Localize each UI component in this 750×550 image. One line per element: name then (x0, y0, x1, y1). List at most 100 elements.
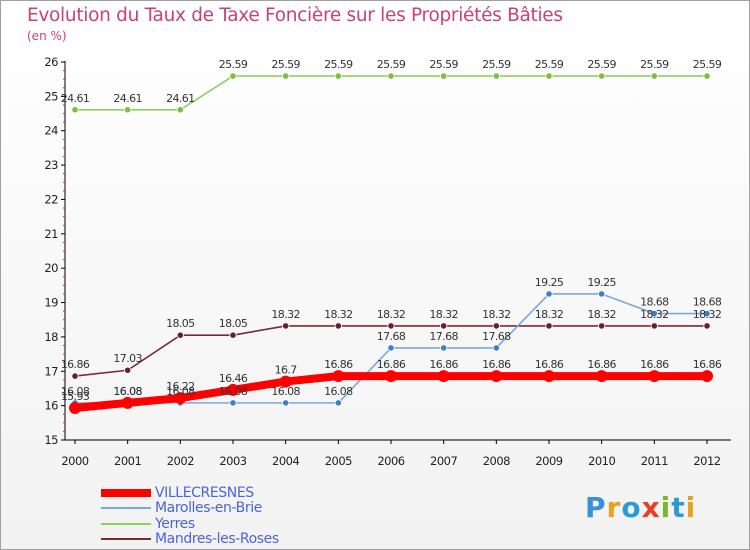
data-point (69, 402, 81, 415)
data-point (387, 344, 395, 352)
data-label: 25.59 (587, 58, 616, 71)
data-label: 18.05 (219, 317, 248, 330)
data-point (598, 72, 606, 80)
data-point (176, 331, 184, 339)
data-label: 25.59 (429, 58, 458, 71)
x-tick-label: 2005 (325, 454, 352, 468)
x-tick-label: 2010 (588, 454, 615, 468)
data-point (440, 72, 448, 80)
data-label: 18.05 (166, 317, 195, 330)
data-label: 24.61 (166, 92, 195, 105)
y-tick-label: 23 (44, 158, 58, 172)
data-label: 16.08 (61, 385, 90, 398)
data-label: 15.93 (61, 390, 90, 403)
x-tick-label: 2006 (377, 454, 404, 468)
data-point (545, 72, 553, 80)
data-label: 16.86 (377, 358, 406, 371)
data-label: 16.86 (535, 358, 564, 371)
data-label: 24.61 (113, 92, 142, 105)
data-label: 16.86 (61, 358, 90, 371)
y-tick-label: 25 (44, 89, 58, 103)
data-point (227, 383, 239, 396)
data-label: 18.32 (377, 308, 406, 321)
data-point (595, 370, 608, 383)
data-label: 25.59 (535, 58, 564, 71)
data-label: 19.25 (587, 276, 616, 289)
legend-swatch (101, 488, 151, 497)
logo-letter: r (606, 491, 622, 524)
x-tick-label: 2009 (535, 454, 562, 468)
data-label: 18.68 (640, 296, 669, 309)
data-label: 25.59 (693, 58, 722, 71)
data-label: 16.08 (271, 385, 300, 398)
data-point (650, 72, 658, 80)
data-label: 16.86 (587, 358, 616, 371)
data-point (650, 309, 658, 318)
proxiti-logo: Proxiti (585, 491, 696, 524)
legend-label: VILLECRESNES (155, 484, 254, 501)
data-point (703, 309, 711, 318)
data-point (279, 375, 292, 388)
x-tick-label: 2004 (272, 454, 299, 468)
data-point (174, 392, 187, 405)
data-point (492, 322, 500, 330)
legend-item-yerres: Yerres (101, 516, 279, 532)
data-label: 16.08 (219, 385, 248, 398)
data-point (334, 72, 342, 80)
data-label: 18.32 (482, 308, 511, 321)
x-tick-label: 2000 (61, 454, 88, 468)
data-point (229, 72, 237, 80)
data-label: 18.32 (640, 308, 669, 321)
x-tick-label: 2007 (430, 454, 457, 468)
legend-swatch (101, 507, 151, 510)
logo-letter: x (641, 491, 661, 524)
data-point (650, 322, 658, 330)
data-point (440, 344, 448, 352)
data-point (282, 72, 290, 80)
data-label: 18.32 (271, 308, 300, 321)
legend-item-marolles-en-brie: Marolles-en-Brie (101, 500, 279, 516)
legend-swatch (101, 538, 151, 541)
data-point (124, 366, 132, 374)
data-point (332, 370, 345, 383)
data-point (229, 399, 237, 407)
data-point (701, 370, 713, 383)
legend-label: Yerres (155, 515, 195, 532)
data-label: 18.32 (693, 308, 722, 321)
y-tick-label: 19 (44, 296, 58, 310)
legend-label: Mandres-les-Roses (155, 531, 279, 548)
logo-letter: t (671, 491, 686, 524)
data-point (121, 396, 134, 409)
data-label: 25.59 (324, 58, 353, 71)
data-point (124, 106, 132, 114)
data-point (334, 322, 342, 330)
x-tick-label: 2002 (167, 454, 194, 468)
data-point (440, 322, 448, 330)
data-point (71, 106, 79, 114)
y-tick-label: 18 (44, 330, 58, 344)
data-point (282, 322, 290, 330)
data-label: 16.08 (113, 385, 142, 398)
y-tick-label: 16 (44, 399, 58, 413)
data-point (545, 322, 553, 330)
data-point (490, 370, 503, 383)
data-point (545, 290, 553, 298)
y-tick-label: 26 (44, 55, 58, 69)
data-point (492, 72, 500, 80)
x-tick-label: 2011 (641, 454, 668, 468)
data-point (71, 372, 79, 380)
data-label: 16.86 (693, 358, 722, 371)
data-label: 17.68 (429, 330, 458, 343)
legend-item-villecresnes: VILLECRESNES (101, 485, 279, 501)
data-label: 16.08 (166, 385, 195, 398)
y-tick-label: 20 (44, 261, 58, 275)
data-label: 18.32 (324, 308, 353, 321)
data-point (703, 322, 711, 330)
data-point (387, 322, 395, 330)
data-point (598, 290, 606, 298)
data-label: 17.68 (482, 330, 511, 343)
legend-item-mandres-les-roses: Mandres-les-Roses (101, 531, 279, 548)
chart-title: Evolution du Taux de Taxe Foncière sur l… (27, 5, 563, 26)
y-tick-label: 21 (44, 227, 58, 241)
